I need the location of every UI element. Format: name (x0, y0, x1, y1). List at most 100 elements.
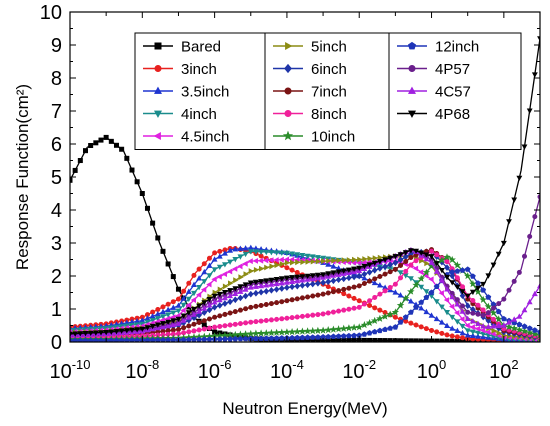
data-point (267, 328, 276, 337)
data-point (72, 337, 79, 342)
data-point (460, 335, 466, 341)
data-point (196, 311, 202, 319)
data-point (252, 283, 259, 289)
data-point (372, 337, 378, 342)
data-point (330, 270, 337, 276)
y-tick-label: 5 (51, 167, 62, 189)
legend-label: 7inch (311, 84, 347, 101)
data-point (407, 248, 414, 254)
data-point (201, 300, 208, 306)
data-point (268, 301, 274, 307)
data-point (454, 327, 461, 334)
data-point (154, 316, 161, 322)
data-point (469, 324, 475, 331)
data-point (201, 261, 207, 267)
data-point (201, 268, 208, 275)
data-point (309, 280, 316, 288)
data-point (485, 329, 491, 336)
data-point (413, 304, 419, 310)
data-point (212, 250, 218, 256)
data-point (154, 322, 161, 328)
data-point (278, 276, 285, 282)
data-point (232, 296, 239, 304)
data-point (346, 293, 352, 299)
data-point (485, 323, 492, 329)
data-point (258, 279, 265, 285)
data-point (382, 257, 389, 263)
data-point (273, 280, 280, 287)
data-point (242, 286, 249, 292)
data-point (377, 327, 383, 334)
data-point (247, 290, 254, 298)
data-point (433, 261, 440, 267)
data-point (336, 257, 342, 264)
data-point (479, 327, 486, 334)
data-point (381, 312, 389, 320)
data-point (392, 314, 398, 320)
data-point (408, 309, 414, 315)
data-point (196, 327, 202, 333)
data-point (237, 263, 243, 270)
data-point (206, 302, 213, 308)
data-point (201, 309, 208, 316)
data-point (310, 312, 316, 318)
data-point (495, 315, 503, 323)
data-point (149, 337, 156, 342)
data-point (309, 275, 316, 282)
data-point (263, 318, 269, 324)
data-point (402, 294, 410, 302)
legend-label: 4inch (181, 106, 217, 123)
data-point (365, 318, 374, 327)
data-point (438, 277, 445, 283)
data-point (372, 294, 378, 300)
data-point (459, 308, 466, 314)
data-point (212, 324, 218, 330)
data-point (181, 325, 187, 331)
legend-entry: 4P68 (397, 106, 470, 123)
data-point (165, 306, 172, 313)
series-4C57 (70, 246, 540, 338)
data-point (454, 334, 460, 340)
data-point (217, 313, 223, 319)
data-point (341, 286, 347, 292)
data-point (190, 311, 197, 317)
data-point (465, 309, 471, 315)
data-point (170, 318, 177, 324)
data-point (392, 266, 398, 272)
data-point (495, 308, 502, 315)
data-point (382, 271, 388, 277)
data-point (305, 258, 311, 265)
data-point (294, 282, 301, 290)
legend-marker (285, 41, 293, 51)
data-point (273, 335, 280, 341)
data-point (520, 327, 529, 335)
data-point (175, 302, 182, 308)
data-point (392, 289, 399, 295)
data-point (170, 299, 176, 305)
data-point (531, 290, 538, 297)
data-point (469, 289, 476, 296)
data-point (398, 338, 404, 342)
data-point (190, 306, 197, 313)
data-point (277, 328, 286, 336)
data-point (299, 253, 306, 259)
data-point (98, 137, 104, 143)
legend-marker (407, 41, 417, 50)
data-point (211, 304, 218, 311)
data-point (175, 296, 181, 302)
data-point (211, 256, 218, 262)
legend-entry: 3inch (143, 61, 217, 78)
data-point (242, 260, 248, 267)
data-point (459, 323, 466, 330)
data-point (278, 280, 285, 286)
y-tick-label: 1 (51, 299, 62, 321)
data-point (196, 266, 202, 272)
data-point (522, 253, 528, 259)
data-point (113, 329, 120, 335)
data-point (299, 277, 306, 283)
data-point (242, 282, 249, 288)
data-point (320, 258, 327, 265)
data-point (351, 305, 357, 311)
data-point (129, 167, 135, 173)
legend-entry: Bared (143, 39, 221, 56)
